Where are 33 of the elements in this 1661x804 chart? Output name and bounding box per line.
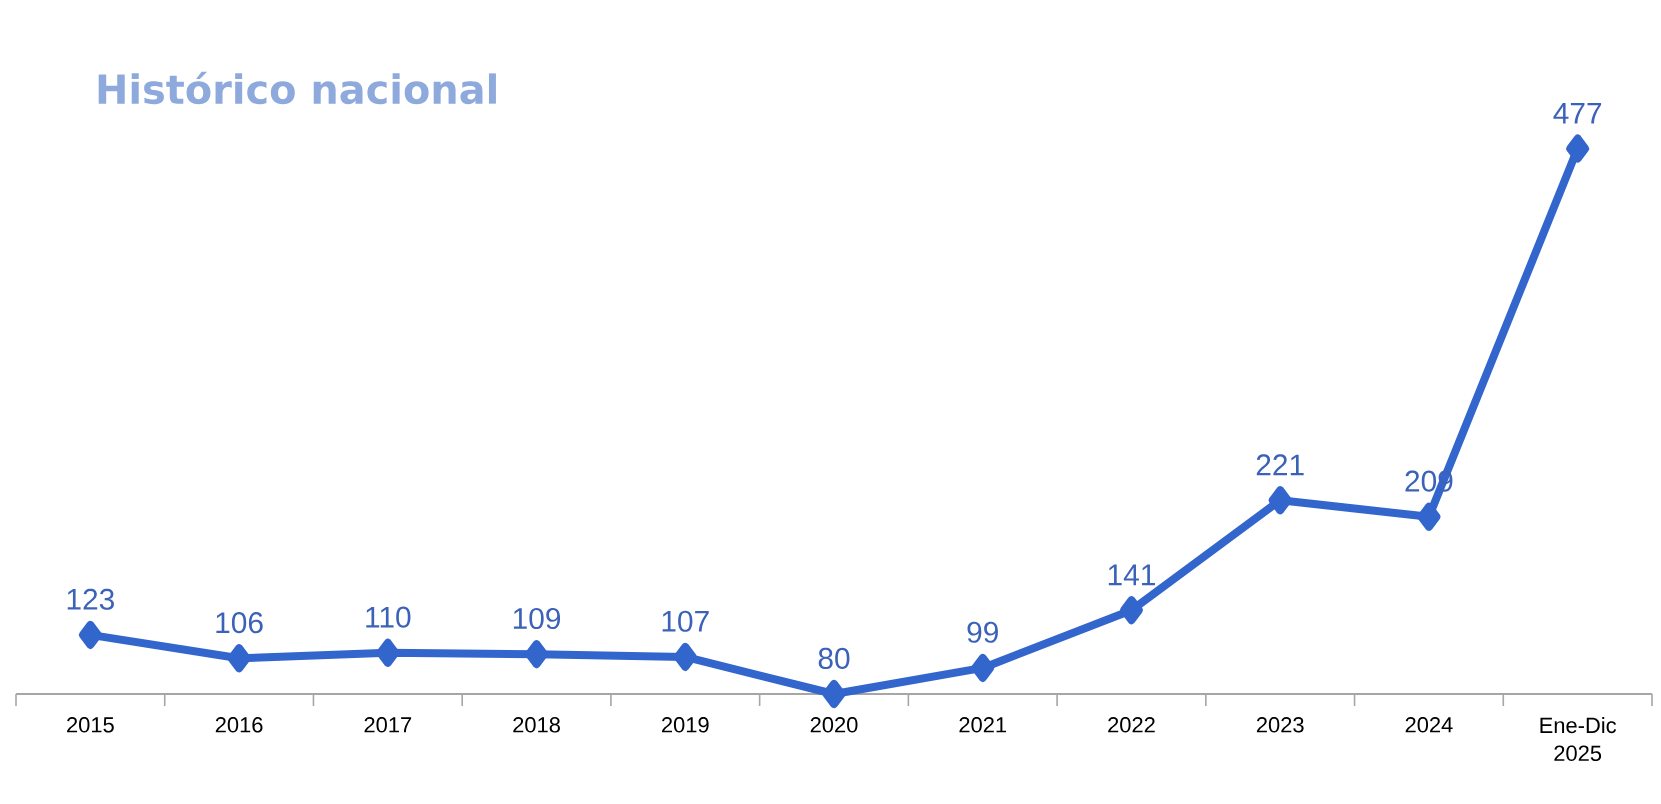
data-label: 109 (513, 607, 561, 630)
data-label: 477 (1553, 102, 1602, 124)
point (227, 644, 251, 673)
x-tick-label: 2018 (513, 717, 560, 733)
point (525, 640, 549, 669)
point (822, 680, 846, 708)
point (78, 620, 102, 649)
x-tick-label: 2019 (661, 717, 709, 733)
point (971, 653, 995, 682)
data-label: 221 (1256, 454, 1304, 476)
x-tick-label: 2017 (364, 717, 412, 733)
point (1268, 486, 1292, 515)
point (376, 638, 400, 667)
data-label: 110 (366, 606, 411, 628)
data-label: 106 (216, 612, 263, 634)
x-tick-label: 2021 (959, 717, 1007, 733)
x-tick-label: 2023 (1256, 717, 1304, 733)
point (673, 642, 697, 671)
chart-title: Histórico nacional (98, 71, 496, 105)
data-label: 141 (1108, 564, 1155, 586)
x-tick-label: 2015 (67, 717, 114, 733)
data-label: 99 (967, 621, 998, 643)
data-label: 107 (662, 610, 709, 632)
x-tick-label: 2016 (215, 717, 263, 733)
x-tick-label: 2024 (1405, 717, 1453, 733)
point (1566, 134, 1590, 163)
x-tick-label: 2022 (1108, 717, 1155, 733)
point (1119, 596, 1143, 625)
data-label: 80 (818, 647, 850, 669)
x-tick-label: 2020 (810, 717, 858, 733)
data-label: 123 (67, 588, 114, 610)
point (1417, 502, 1441, 531)
x-tick-label: Ene-Dic 2025 (1540, 717, 1617, 762)
